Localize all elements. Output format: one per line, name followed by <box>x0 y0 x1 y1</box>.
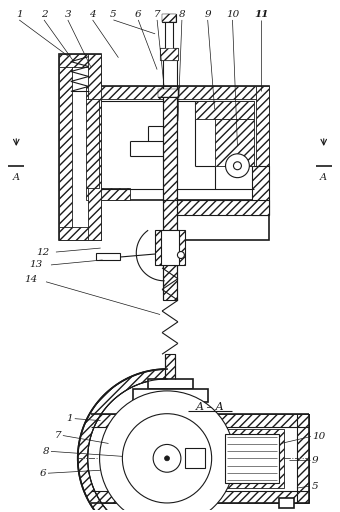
Bar <box>86 187 130 201</box>
Text: 2: 2 <box>41 10 47 19</box>
Bar <box>163 201 177 300</box>
Text: A – A: A – A <box>195 402 224 412</box>
Text: 13: 13 <box>30 261 43 269</box>
Bar <box>158 90 178 97</box>
Text: 5: 5 <box>312 482 319 490</box>
Bar <box>162 14 176 22</box>
Bar <box>160 48 178 59</box>
Bar <box>220 429 284 488</box>
Bar <box>163 87 177 201</box>
Bar <box>160 48 178 59</box>
Text: 12: 12 <box>36 247 50 257</box>
Circle shape <box>234 162 241 169</box>
Bar <box>279 498 294 508</box>
Bar <box>88 54 101 240</box>
Bar <box>155 230 185 265</box>
Bar <box>91 491 309 503</box>
Bar <box>215 119 254 166</box>
Bar <box>175 216 269 240</box>
Text: 10: 10 <box>226 10 239 19</box>
Text: 6: 6 <box>39 468 46 478</box>
Wedge shape <box>78 369 167 512</box>
Circle shape <box>165 456 170 461</box>
Circle shape <box>122 414 212 503</box>
Text: 4: 4 <box>89 10 96 19</box>
Bar <box>297 414 309 503</box>
Bar <box>175 201 269 216</box>
Bar <box>133 389 208 402</box>
Bar <box>59 54 101 67</box>
Circle shape <box>100 391 235 512</box>
Text: 7: 7 <box>154 10 160 19</box>
Bar <box>256 87 269 201</box>
Text: 9: 9 <box>204 10 211 19</box>
Bar <box>162 14 176 22</box>
Bar <box>195 101 254 119</box>
Bar <box>86 87 269 99</box>
Bar <box>161 230 179 265</box>
Text: 1: 1 <box>66 414 73 423</box>
Text: A: A <box>13 173 20 182</box>
Circle shape <box>153 444 181 472</box>
Text: 1: 1 <box>16 10 22 19</box>
Text: 8: 8 <box>178 10 185 19</box>
Text: 8: 8 <box>42 447 49 456</box>
Circle shape <box>177 251 184 259</box>
Text: 11: 11 <box>254 10 269 19</box>
Bar <box>91 414 309 426</box>
Text: 14: 14 <box>24 275 38 284</box>
Bar <box>86 99 99 187</box>
Text: 5: 5 <box>110 10 117 19</box>
Circle shape <box>225 154 249 178</box>
Bar <box>148 379 193 389</box>
Bar <box>59 227 101 240</box>
Bar <box>96 253 120 260</box>
Text: 6: 6 <box>135 10 141 19</box>
Bar <box>252 166 269 216</box>
Bar <box>59 54 72 240</box>
Bar <box>86 87 269 201</box>
Text: 9: 9 <box>312 456 319 465</box>
Text: 3: 3 <box>65 10 71 19</box>
Text: 10: 10 <box>312 432 325 441</box>
Bar <box>158 90 178 97</box>
Text: A: A <box>320 173 327 182</box>
Bar <box>185 449 205 468</box>
Bar <box>165 14 173 52</box>
Bar <box>59 54 101 240</box>
Text: 7: 7 <box>54 431 61 440</box>
Bar <box>224 434 279 483</box>
Bar <box>165 354 175 379</box>
